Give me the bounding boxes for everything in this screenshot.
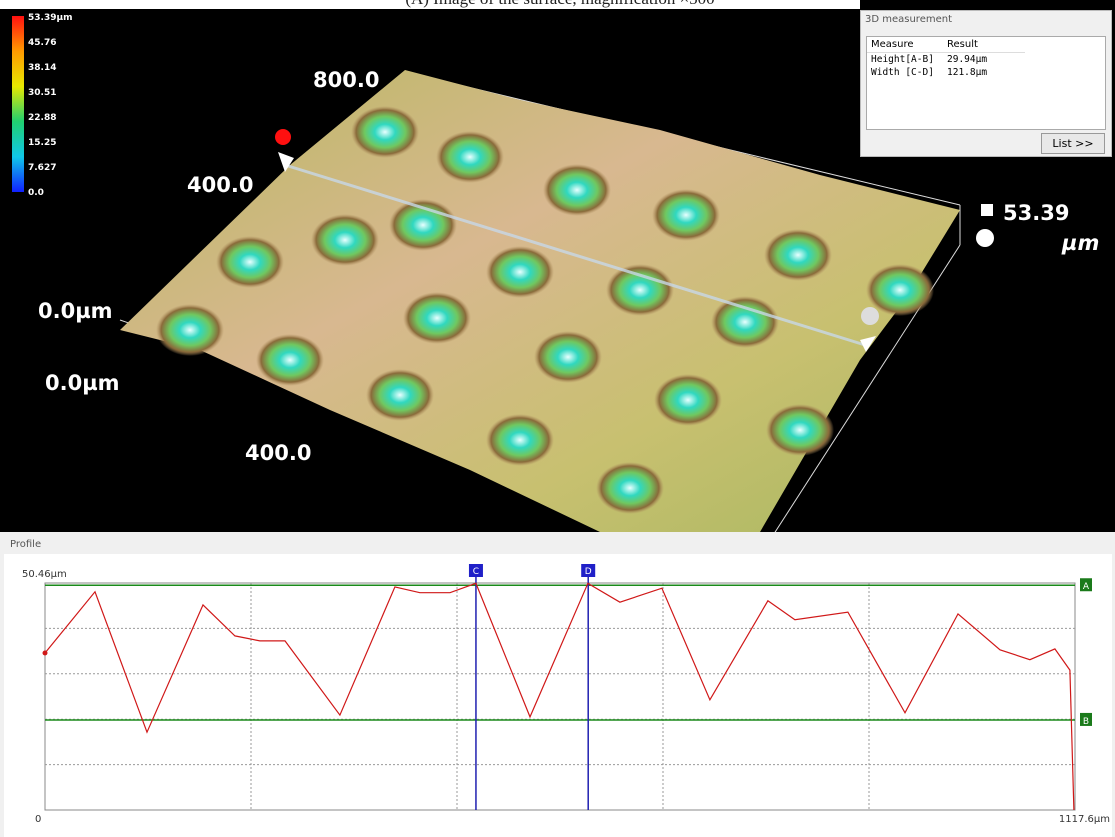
crater xyxy=(311,214,379,266)
axis-label: 800.0 xyxy=(313,68,379,92)
crater xyxy=(216,236,284,288)
point-b-marker xyxy=(861,307,879,325)
x-end-label: 1117.6µm xyxy=(1059,814,1110,825)
crater xyxy=(534,331,602,383)
cursor-name: D xyxy=(585,567,592,577)
header-cell: Measure xyxy=(871,39,947,50)
colorbar-label: 22.88 xyxy=(28,113,56,123)
crater xyxy=(652,189,720,241)
y-max-label: 50.46µm xyxy=(22,569,67,580)
axis-label: 0.0µm xyxy=(38,299,113,323)
level-name: B xyxy=(1083,717,1089,727)
cell: Width [C-D] xyxy=(871,67,947,78)
colorbar-label: 7.627 xyxy=(28,163,56,173)
cell: 121.8µm xyxy=(947,67,987,78)
axis-label: 400.0 xyxy=(187,173,253,197)
colorbar-label: 30.51 xyxy=(28,88,56,98)
cell: Height[A-B] xyxy=(871,54,947,65)
crater xyxy=(606,264,674,316)
level-name: A xyxy=(1083,582,1090,592)
min-marker xyxy=(976,229,994,247)
header-cell: Result xyxy=(947,39,978,50)
height-unit: µm xyxy=(1061,231,1099,255)
result-table: Measure Result Height[A-B] 29.94µm Width… xyxy=(866,36,1106,130)
colorbar-label: 38.14 xyxy=(28,63,56,73)
crater xyxy=(156,304,224,356)
axis-label: 0.0µm xyxy=(45,371,120,395)
crater xyxy=(654,374,722,426)
caption: (A) Image of the surface, magnification … xyxy=(405,0,714,8)
colorbar xyxy=(12,16,24,192)
crater xyxy=(543,164,611,216)
profile-panel: Profile 50.46µm 0 1117.6µm A B C D xyxy=(0,532,1115,837)
crater xyxy=(866,264,934,316)
panel-title: Profile xyxy=(10,539,41,550)
colorbar-label: 53.39µm xyxy=(28,13,72,23)
max-marker xyxy=(981,204,993,216)
list-button[interactable]: List >> xyxy=(1041,133,1105,154)
crater xyxy=(711,296,779,348)
panel-title: 3D measurement xyxy=(861,11,1111,28)
start-point xyxy=(43,650,48,655)
page: { "caption": "(A) Image of the surface, … xyxy=(0,0,1115,837)
crater xyxy=(436,131,504,183)
height-max: 53.39 xyxy=(1003,201,1069,225)
colorbar-label: 0.0 xyxy=(28,188,44,198)
colorbar-label: 45.76 xyxy=(28,38,56,48)
crater xyxy=(351,106,419,158)
crater xyxy=(256,334,324,386)
plot-bg xyxy=(4,554,1112,837)
crater xyxy=(766,404,834,456)
x-start-label: 0 xyxy=(35,814,41,825)
cell: 29.94µm xyxy=(947,54,987,65)
cursor-name: C xyxy=(473,567,479,577)
crater xyxy=(596,462,664,514)
point-a-marker xyxy=(275,129,291,145)
axis-label: 400.0 xyxy=(245,441,311,465)
crater xyxy=(403,292,471,344)
crater xyxy=(366,369,434,421)
colorbar-label: 15.25 xyxy=(28,138,56,148)
crater xyxy=(486,414,554,466)
crater xyxy=(486,246,554,298)
crater xyxy=(764,229,832,281)
measurement-panel: 3D measurement Measure Result Height[A-B… xyxy=(860,10,1112,157)
